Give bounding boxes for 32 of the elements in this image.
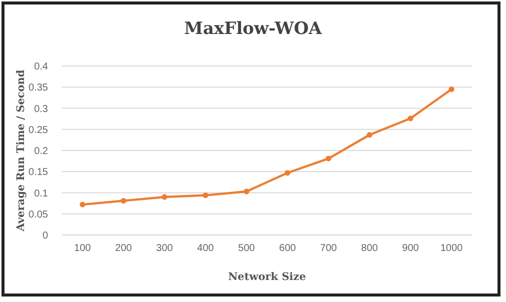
point: [80, 202, 86, 208]
x-tick-label: 800: [361, 243, 378, 254]
point: [448, 86, 454, 92]
x-tick-label: 400: [197, 243, 214, 254]
y-tick-label: 0.25: [28, 124, 48, 136]
point: [202, 192, 208, 198]
y-tick-label: 0: [42, 230, 48, 242]
y-tick-label: 0.15: [28, 167, 48, 178]
y-tick-label: 0.35: [28, 82, 48, 94]
y-tick-label: 0.1: [34, 188, 48, 200]
x-tick-label: 700: [320, 243, 338, 254]
point: [244, 188, 250, 194]
y-axis-title: Average Run Time / Second: [15, 69, 27, 232]
point: [326, 156, 332, 162]
x-tick-label: 300: [156, 243, 174, 254]
y-tick-label: 0.2: [34, 146, 48, 157]
y-tick-label: 0.3: [34, 104, 48, 115]
y-tick-label: 0.4: [34, 62, 48, 72]
point: [120, 198, 126, 204]
chart-title: MaxFlow-WOA: [184, 19, 323, 39]
x-tick-label: 1000: [440, 243, 464, 254]
x-tick-label: 600: [279, 243, 296, 254]
point: [284, 170, 290, 176]
point: [366, 132, 372, 138]
x-tick-label: 900: [402, 243, 420, 254]
point: [408, 116, 414, 122]
x-tick-label: 200: [115, 243, 132, 254]
y-tick-label: 0.05: [28, 209, 48, 220]
x-tick-label: 500: [238, 243, 256, 254]
x-tick-label: 100: [74, 243, 92, 254]
x-axis-title: Network Size: [228, 271, 306, 283]
point: [162, 194, 168, 200]
